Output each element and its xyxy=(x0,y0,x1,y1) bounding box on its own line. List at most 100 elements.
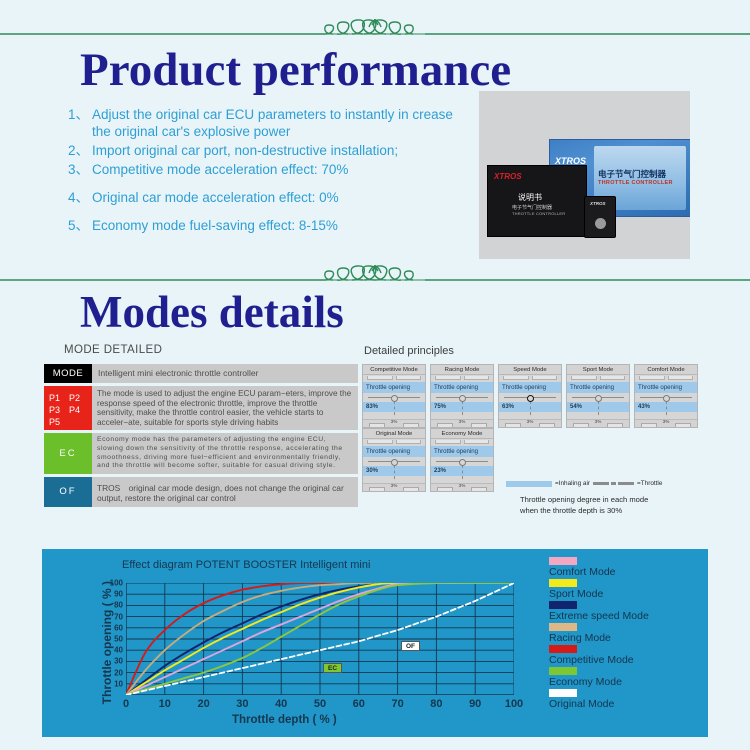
stem-line xyxy=(530,401,531,415)
device-button-icon xyxy=(594,217,606,229)
throttle-opening-bar: Throttle opening xyxy=(431,446,493,457)
mode-detailed-table: MODE Intelligent mini electronic throttl… xyxy=(44,364,358,510)
card-title: Economy Mode xyxy=(431,429,493,439)
stem-line xyxy=(394,465,395,479)
manual-subtitle-en: THROTTLE CONTROLLER xyxy=(512,211,566,216)
chart-legend-label: Competitive Mode xyxy=(549,654,634,666)
depth-value: 3% xyxy=(458,483,466,488)
bullet-text: Import original car port, non-destructiv… xyxy=(92,143,399,158)
principle-card: Economy Mode Throttle opening 23% 3% xyxy=(430,428,494,492)
card-body: Throttle opening 63% xyxy=(499,375,561,419)
chart-y-tick: 20 xyxy=(114,668,123,678)
box-brand-logo: XTROS xyxy=(555,156,587,166)
pivot-icon xyxy=(662,395,670,402)
table-row: MODE Intelligent mini electronic throttl… xyxy=(44,364,358,383)
chart-legend-label: Racing Mode xyxy=(549,632,611,644)
throttle-opening-bar: Throttle opening xyxy=(431,382,493,393)
card-body: Throttle opening 23% xyxy=(431,439,493,483)
product-photo: XTROS 电子节气门控制器 THROTTLE CONTROLLER XTROS… xyxy=(479,91,690,259)
card-body: Throttle opening 30% xyxy=(363,439,425,483)
curve-tag-ec: EC xyxy=(323,663,343,673)
chart-y-tick: 40 xyxy=(114,645,123,655)
page-title-modes: Modes details xyxy=(80,287,344,337)
product-device-unit: XTROS xyxy=(584,196,616,238)
manual-title-cn: 说明书 xyxy=(518,193,542,202)
card-title: Original Mode xyxy=(363,429,425,439)
chart-x-axis-label: Throttle depth ( % ) xyxy=(232,714,337,726)
mode-key-p4: P4 xyxy=(69,405,81,415)
chart-x-tick: 70 xyxy=(391,698,404,710)
card-title: Racing Mode xyxy=(431,365,493,375)
card-body: Throttle opening 83% xyxy=(363,375,425,419)
chart-svg xyxy=(126,583,514,695)
chart-legend-swatch xyxy=(549,689,577,697)
depth-value: 3% xyxy=(526,419,534,424)
stem-line xyxy=(598,401,599,415)
curve-tag-of: OF xyxy=(401,641,421,651)
card-foot: 3% xyxy=(363,419,425,427)
chart-x-tick: 10 xyxy=(158,698,171,710)
card-foot: 3% xyxy=(635,419,697,427)
depth-value: 3% xyxy=(458,419,466,424)
chart-legend-swatch xyxy=(549,645,577,653)
card-tabs xyxy=(367,376,421,380)
manual-subtitle-cn: 电子节气门控制器 xyxy=(512,205,553,211)
chart-legend-item: Competitive Mode xyxy=(549,645,649,666)
principle-card: Original Mode Throttle opening 30% 3% xyxy=(362,428,426,492)
manual-brand-logo: XTROS xyxy=(494,172,522,181)
card-body: Throttle opening 43% xyxy=(635,375,697,419)
mode-description: Economy mode has the parameters of adjus… xyxy=(92,433,358,474)
effect-diagram-panel: Effect diagram POTENT BOOSTER Intelligen… xyxy=(42,549,708,737)
mode-key-p-group: P1 P2 P3 P4 P5 xyxy=(44,386,92,431)
chart-y-tick: 90 xyxy=(114,589,123,599)
chart-y-tick: 100 xyxy=(109,578,123,588)
table-row: EC Economy mode has the parameters of ad… xyxy=(44,433,358,474)
chart-y-tick: 50 xyxy=(114,634,123,644)
throttle-dash-swatch xyxy=(593,482,634,485)
card-tabs xyxy=(435,440,489,444)
principle-card: Speed Mode Throttle opening 63% 3% xyxy=(498,364,562,428)
bullet-text: Competitive mode acceleration effect: 70… xyxy=(92,162,349,177)
mode-key: MODE xyxy=(44,364,92,383)
depth-value: 3% xyxy=(390,419,398,424)
mode-key-p5: P5 xyxy=(49,417,61,427)
card-foot: 3% xyxy=(431,483,493,491)
card-tabs xyxy=(435,376,489,380)
principle-cards-row-1: Competitive Mode Throttle opening 83% 3%… xyxy=(362,364,698,428)
mode-key-ec: EC xyxy=(44,433,92,474)
card-foot: 3% xyxy=(431,419,493,427)
principle-card: Sport Mode Throttle opening 54% 3% xyxy=(566,364,630,428)
bullet-number: 5、 xyxy=(68,218,90,233)
chart-x-tick: 40 xyxy=(275,698,288,710)
chart-legend-swatch xyxy=(549,557,577,565)
chart-plot-area: EC OF 10 20 30 40 50 60 70 80 90 100 0 10 20 30 40 50 6… xyxy=(110,579,524,711)
device-brand-logo: XTROS xyxy=(590,201,606,206)
principles-legend-caption: Throttle opening degree in each mode whe… xyxy=(520,494,648,516)
pivot-icon xyxy=(458,459,466,466)
list-item: 3、 Competitive mode acceleration effect:… xyxy=(68,161,468,178)
chart-y-tick: 60 xyxy=(114,623,123,633)
mode-detailed-label: MODE DETAILED xyxy=(64,344,163,356)
card-title: Comfort Mode xyxy=(635,365,697,375)
chart-legend-label: Original Mode xyxy=(549,698,615,710)
pivot-icon xyxy=(390,395,398,402)
bullet-number: 4、 xyxy=(68,190,90,205)
card-tabs xyxy=(639,376,693,380)
chart-legend-label: Economy Mode xyxy=(549,676,622,688)
box-title-cn: 电子节气门控制器 xyxy=(598,170,667,180)
mode-key-p3: P3 xyxy=(49,405,61,415)
detailed-principles-label: Detailed principles xyxy=(364,345,454,357)
chart-legend: Comfort Mode Sport Mode Extreme speed Mode… xyxy=(549,557,649,711)
stem-line xyxy=(462,465,463,479)
bullet-text: Adjust the original car ECU parameters t… xyxy=(92,107,453,139)
pivot-icon xyxy=(526,395,534,402)
caption-line-2: when the throttle depth is 30% xyxy=(520,506,623,515)
card-title: Speed Mode xyxy=(499,365,561,375)
chart-legend-item: Comfort Mode xyxy=(549,557,649,578)
chart-legend-item: Racing Mode xyxy=(549,623,649,644)
principle-card: Comfort Mode Throttle opening 43% 3% xyxy=(634,364,698,428)
mode-key-of: OF xyxy=(44,476,92,507)
depth-value: 3% xyxy=(390,483,398,488)
box-title-en: THROTTLE CONTROLLER xyxy=(598,180,673,186)
throttle-label: =Throttle xyxy=(637,480,663,487)
